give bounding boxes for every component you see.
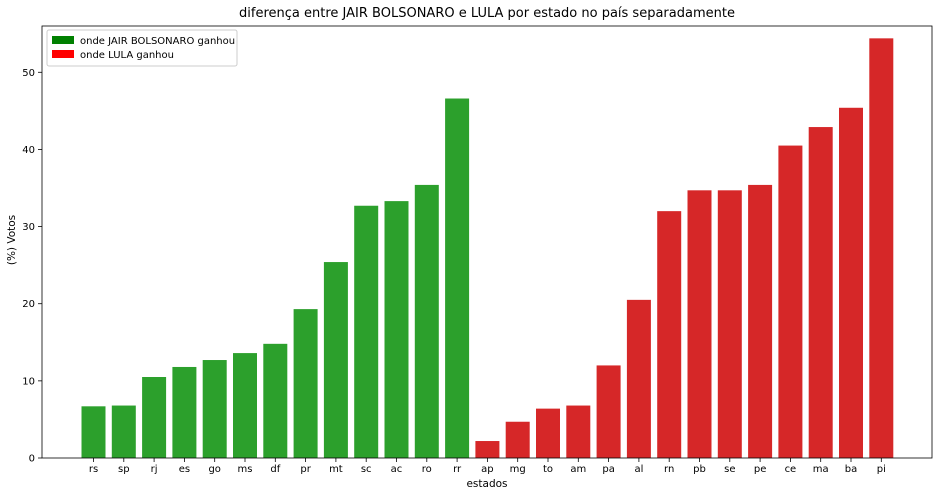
bar-mt bbox=[323, 262, 348, 458]
x-tick-label: rr bbox=[453, 464, 462, 475]
x-tick-label: ma bbox=[813, 464, 829, 475]
y-tick-label: 30 bbox=[22, 222, 35, 233]
x-tick-label: ba bbox=[845, 464, 857, 475]
legend: onde JAIR BOLSONARO ganhou onde LULA ganh… bbox=[46, 29, 238, 67]
bar-pi bbox=[869, 38, 894, 458]
bar-pe bbox=[748, 184, 773, 458]
x-tick-label: mt bbox=[329, 464, 343, 475]
x-tick-label: sp bbox=[118, 464, 130, 475]
x-tick-label: ms bbox=[238, 464, 253, 475]
bar-sc bbox=[354, 205, 379, 458]
x-axis-label: estados bbox=[466, 478, 507, 490]
bar-ms bbox=[233, 353, 257, 458]
x-tick-label: pe bbox=[754, 464, 767, 475]
bar-rs bbox=[81, 406, 106, 458]
bar-am bbox=[566, 405, 591, 458]
legend-swatch-lula bbox=[52, 50, 74, 58]
bar-ce bbox=[778, 145, 803, 459]
axes-frame bbox=[41, 25, 933, 459]
x-tick-label: pa bbox=[602, 464, 614, 475]
x-tick-label: rj bbox=[151, 464, 158, 475]
x-tick-label: pi bbox=[877, 464, 886, 475]
bar-rr bbox=[445, 98, 470, 458]
x-tick-label: rn bbox=[664, 464, 674, 475]
bar-sp bbox=[111, 405, 136, 458]
y-tick-label: 0 bbox=[29, 454, 35, 465]
bar-ac bbox=[384, 201, 409, 458]
x-tick-label: pb bbox=[693, 464, 706, 475]
bar-to bbox=[536, 408, 560, 458]
x-tick-label: rs bbox=[89, 464, 98, 475]
x-tick-label: ac bbox=[391, 464, 403, 475]
chart-title: diferença entre JAIR BOLSONARO e LULA po… bbox=[239, 6, 735, 21]
bar-al bbox=[626, 299, 651, 458]
y-axis-label: (%) Votos bbox=[6, 215, 18, 265]
plot-area: rs sp rj es go ms df pr mt sc ac ro rr ap mg to am pa al rn… bbox=[22, 25, 933, 475]
x-tick-label: al bbox=[634, 464, 643, 475]
bar-ma bbox=[808, 127, 833, 459]
x-tick-label: go bbox=[208, 464, 220, 475]
bar-ap bbox=[475, 441, 500, 458]
x-tick-label: am bbox=[570, 464, 586, 475]
bar-mg bbox=[505, 421, 530, 458]
x-tick-label: mg bbox=[510, 464, 526, 475]
y-tick-label: 40 bbox=[22, 145, 35, 156]
bar-se bbox=[717, 190, 742, 459]
bar-pr bbox=[293, 309, 318, 458]
y-tick-label: 20 bbox=[22, 299, 35, 310]
bar-ro bbox=[414, 184, 439, 458]
legend-box bbox=[46, 29, 238, 67]
legend-label-bolsonaro: onde JAIR BOLSONARO ganhou bbox=[80, 36, 235, 47]
bar-rj bbox=[142, 377, 167, 458]
y-tick-label: 10 bbox=[22, 376, 35, 387]
x-tick-label: df bbox=[270, 464, 280, 475]
x-tick-label: pr bbox=[300, 464, 311, 475]
bar-es bbox=[172, 366, 197, 458]
bar-df bbox=[263, 343, 288, 458]
legend-label-lula: onde LULA ganhou bbox=[80, 50, 174, 61]
bar-ba bbox=[839, 107, 863, 459]
bar-go bbox=[202, 360, 227, 458]
x-tick-label: es bbox=[179, 464, 190, 475]
x-tick-label: sc bbox=[361, 464, 372, 475]
bar-pb bbox=[687, 190, 712, 459]
x-tick-label: ce bbox=[785, 464, 797, 475]
x-tick-label: to bbox=[543, 464, 553, 475]
x-tick-label: ap bbox=[481, 464, 493, 475]
bar-pa bbox=[596, 365, 621, 458]
x-tick-label: se bbox=[724, 464, 735, 475]
y-tick-label: 50 bbox=[22, 68, 35, 79]
bar-rn bbox=[657, 211, 682, 458]
legend-swatch-bolsonaro bbox=[52, 36, 74, 44]
x-tick-label: ro bbox=[422, 464, 432, 475]
